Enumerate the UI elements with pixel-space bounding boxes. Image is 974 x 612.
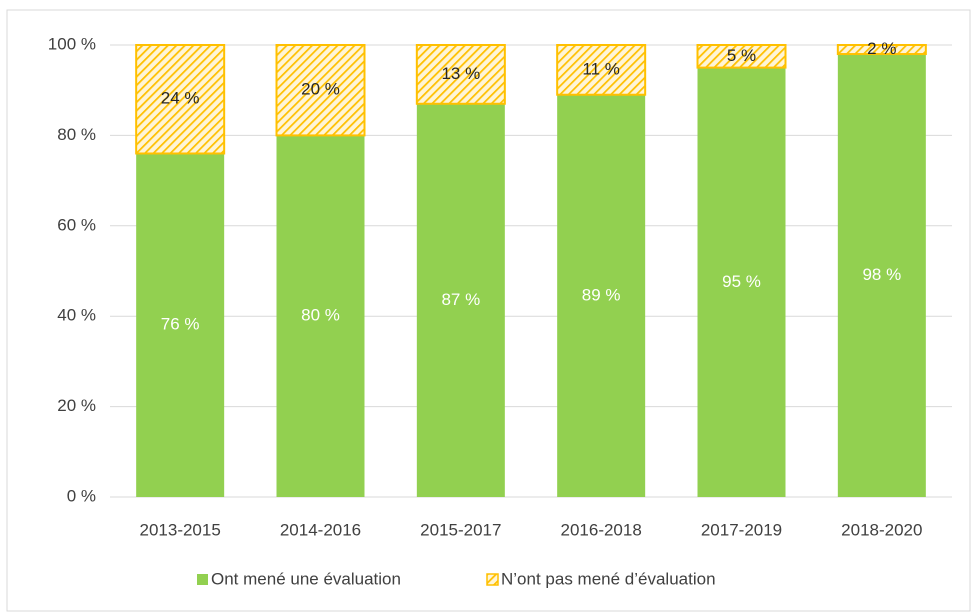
bar-segment (416, 103, 505, 497)
x-tick-label: 2016-2018 (561, 520, 642, 539)
legend-label: Ont mené une évaluation (211, 569, 401, 588)
y-tick-label: 60 % (57, 215, 96, 234)
x-tick-label: 2015-2017 (420, 520, 501, 539)
bar-segment (275, 44, 366, 137)
bar-segment (276, 135, 365, 497)
data-label: 95 % (722, 272, 761, 291)
data-label: 98 % (862, 265, 901, 284)
data-label: 80 % (301, 306, 340, 325)
y-tick-label: 0 % (67, 486, 96, 505)
x-tick-label: 2013-2015 (140, 520, 221, 539)
x-tick-label: 2018-2020 (841, 520, 922, 539)
legend-swatch (197, 574, 208, 585)
data-label: 11 % (582, 59, 620, 78)
x-tick-label: 2017-2019 (701, 520, 782, 539)
bar-segment (136, 153, 225, 498)
y-tick-label: 80 % (57, 125, 96, 144)
bar-segment (557, 94, 646, 497)
data-label: 76 % (161, 315, 200, 334)
legend-swatch (486, 573, 499, 586)
y-tick-label: 100 % (48, 34, 96, 53)
bar-segment (415, 44, 506, 105)
data-label: 24 % (161, 89, 200, 108)
data-label: 13 % (441, 64, 480, 83)
data-label: 2 % (867, 39, 896, 58)
data-label: 89 % (582, 285, 621, 304)
bar-segment (696, 44, 787, 69)
bar-segment (837, 54, 926, 497)
data-label: 87 % (441, 290, 480, 309)
y-tick-label: 20 % (57, 396, 96, 415)
y-tick-label: 40 % (57, 306, 96, 325)
data-label: 20 % (301, 80, 340, 99)
legend-label: N’ont pas mené d’évaluation (501, 569, 716, 588)
bar-segment (836, 44, 927, 56)
bar-segment (697, 67, 786, 497)
bar-segment (135, 44, 226, 155)
bar-segment (556, 44, 647, 96)
x-tick-label: 2014-2016 (280, 520, 361, 539)
data-label: 5 % (727, 46, 756, 65)
